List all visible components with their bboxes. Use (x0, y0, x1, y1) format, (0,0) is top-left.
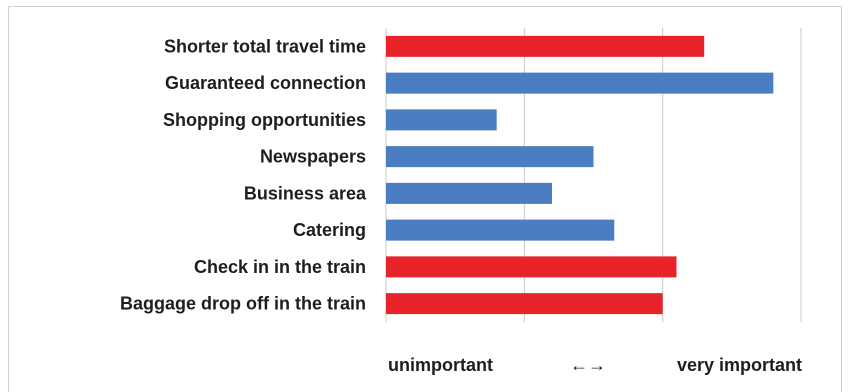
chart-frame (8, 6, 842, 392)
bar (386, 256, 677, 278)
axis-note-left: unimportant (388, 355, 493, 375)
category-label: Catering (293, 220, 366, 240)
bar (386, 146, 594, 168)
category-label: Guaranteed connection (165, 73, 366, 93)
bar (386, 72, 774, 94)
axis-note-right: very important (677, 355, 802, 375)
bar (386, 182, 552, 204)
category-label: Newspapers (260, 147, 366, 167)
bars (386, 35, 774, 315)
category-label: Shorter total travel time (164, 36, 366, 56)
gridlines (385, 28, 802, 322)
bar (386, 109, 497, 131)
category-labels: Shorter total travel time Guaranteed conn… (120, 36, 367, 313)
category-label: Shopping opportunities (163, 110, 366, 130)
bar (386, 293, 663, 315)
category-label: Baggage drop off in the train (120, 294, 366, 314)
axis-note-arrow: ←→ (570, 355, 606, 375)
category-label: Business area (244, 183, 367, 203)
bar (386, 219, 615, 241)
bar (386, 35, 705, 57)
category-label: Check in in the train (194, 257, 366, 277)
